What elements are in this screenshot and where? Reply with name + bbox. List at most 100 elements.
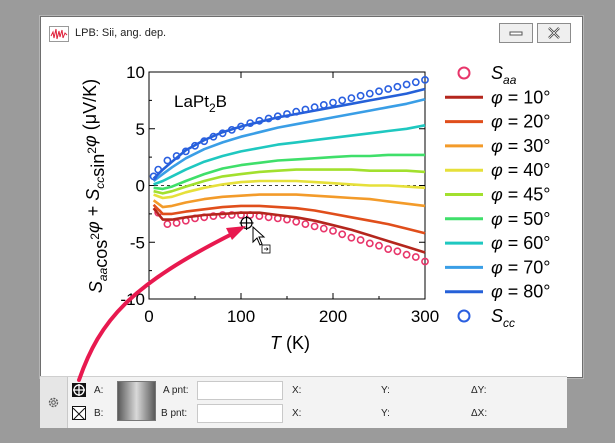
data-point [375,87,383,96]
close-button[interactable] [537,23,571,43]
series-4 [153,179,426,200]
data-point [365,239,374,248]
data-point [292,217,301,226]
data-point [237,122,245,131]
data-point [393,82,402,91]
cursor-slider[interactable] [117,381,156,421]
gear-icon [48,397,59,408]
series-1 [152,207,426,254]
legend-label: φ = 10° [491,87,550,107]
legend-entry: φ = 10° [445,87,550,107]
data-point [292,107,301,116]
legend-entry: φ = 20° [445,112,550,132]
series-8 [152,97,426,183]
data-point [163,156,172,165]
data-point [338,230,347,239]
b-pnt-label: B pnt: [161,408,188,419]
data-point [310,222,319,231]
data-point [421,257,429,266]
mouse-pointer-icon [252,225,266,246]
data-point [384,245,393,253]
series-line [153,179,426,200]
a-pnt-field[interactable] [197,381,283,400]
title-bar[interactable]: LPB: Sii, ang. dep. [41,17,582,49]
series-line [152,193,426,209]
annotation-arrowhead [226,226,246,240]
data-point [200,137,209,146]
graph-app-icon [49,26,69,42]
data-point [283,110,291,118]
data-point [411,253,420,261]
legend-entry: φ = 60° [445,233,550,253]
minimize-button[interactable] [499,23,533,43]
series-7 [153,124,426,186]
data-point [149,172,158,181]
legend-label: φ = 70° [491,257,550,277]
cursor-b-icon[interactable] [72,406,86,421]
data-point [301,105,310,114]
legend-label: φ = 60° [491,233,550,253]
delta-x-label: ΔX: [471,408,488,419]
data-point [227,125,236,134]
data-point [301,220,310,228]
y-tick-label: 0 [136,177,145,196]
minimize-icon [509,31,523,36]
data-point [209,132,218,141]
series-10 [149,76,429,181]
data-point [347,233,356,242]
drag-badge-arrow [264,247,269,251]
data-point [310,103,319,112]
y-tick-label: 10 [126,63,145,82]
cursor-info-panel: A: B: A pnt: B pnt: X: Y: ΔY: X: Y: ΔX: [40,376,567,428]
legend-label: φ = 45° [491,185,550,205]
data-point [338,96,347,105]
x-axis-label: T (K) [270,333,310,353]
data-point [172,152,181,160]
legend-label: φ = 20° [491,112,550,132]
data-point [329,226,337,235]
series-line [153,168,426,195]
b-pnt-field[interactable] [197,404,283,423]
data-point [191,141,199,150]
data-point [264,114,273,123]
data-point [347,94,356,102]
data-point [384,85,393,93]
data-point [356,236,365,244]
cursor-a-x-label: X: [292,385,302,396]
data-point [172,219,181,227]
annotation-arrow [77,230,238,382]
cursor-a-label: A: [94,385,104,396]
data-point [356,91,365,100]
y-tick-label: 5 [136,120,145,139]
x-tick-label: 200 [319,307,347,326]
legend-entry: φ = 30° [445,136,550,156]
legend-label: Saa [491,63,517,87]
window-title: LPB: Sii, ang. dep. [75,27,167,39]
legend-label: φ = 80° [491,282,550,302]
cursor-a-y-label: Y: [381,385,390,396]
data-point [181,147,190,156]
legend-entry: φ = 50° [445,209,550,229]
data-point [273,112,282,121]
data-point [411,78,420,87]
settings-button[interactable] [40,377,68,428]
data-point [154,165,163,174]
data-point [402,80,411,89]
legend-entry: Scc [457,306,515,330]
y-tick-label: -5 [130,233,145,252]
series-line [152,207,426,254]
a-pnt-label: A pnt: [163,385,189,396]
cursor-a-icon[interactable] [72,383,86,397]
cursor-b-label: B: [94,408,104,419]
series-5 [153,168,426,195]
compound-label: LaPt2B [174,92,227,115]
series-line [152,87,426,180]
y-axis-label: Saacos2φ + Sccsin2φ (μV/K) [80,79,111,293]
legend-label: Scc [491,306,515,330]
series-line [152,97,426,183]
data-point [329,98,337,107]
x-tick-label: 100 [227,307,255,326]
legend-entry: φ = 40° [445,160,550,180]
data-point [402,250,411,259]
